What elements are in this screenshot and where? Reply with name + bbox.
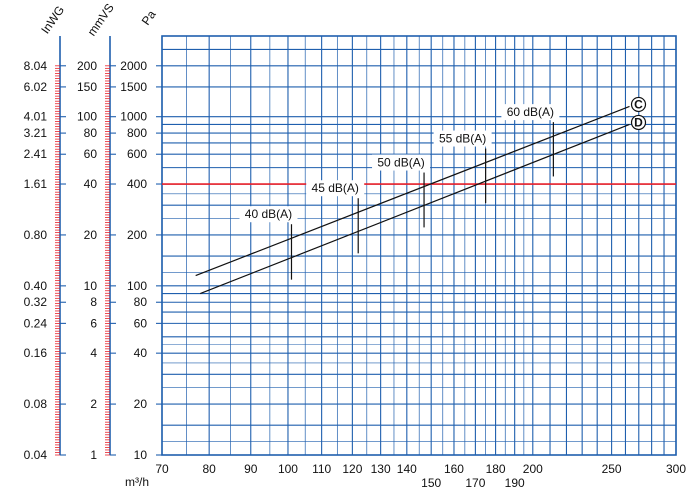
pa-unit-label: Pa [139, 7, 159, 27]
chart-curves: CD 40 dB(A) 45 dB(A) 50 dB(A) 55 dB(A) 60 dB(… [195, 96, 647, 295]
inwg-unit-label: InWG [38, 3, 67, 36]
series-line-d [200, 123, 630, 295]
pa-tick-label: 60 [134, 316, 148, 330]
x-tick-label: 130 [371, 462, 391, 476]
pa-tick-label: 800 [127, 126, 147, 140]
pressure-scales: 10 20 40 60 80 100 200 400 600 800 1000 1500 2000 1 2 4… [24, 1, 162, 462]
mmvs-tick-label: 80 [84, 126, 98, 140]
mmvs-tick-label: 40 [84, 177, 98, 191]
pa-tick-label: 2000 [120, 59, 147, 73]
inwg-tick-label: 0.32 [24, 295, 48, 309]
mmvs-tick-label: 8 [90, 295, 97, 309]
mmvs-tick-label: 1 [90, 448, 97, 462]
pa-tick-label: 200 [127, 228, 147, 242]
inwg-tick-label: 4.01 [24, 110, 48, 124]
inwg-tick-label: 0.24 [24, 316, 48, 330]
noise-label-bg [306, 180, 365, 197]
mmvs-tick-label: 150 [77, 80, 97, 94]
inwg-tick-label: 0.80 [24, 228, 48, 242]
x-tick-label: 300 [666, 462, 686, 476]
series-marker-c [630, 96, 647, 113]
series-line-c [195, 105, 630, 277]
noise-label-bg [372, 154, 431, 171]
pa-tick-label: 10 [134, 448, 148, 462]
inwg-tick-label: 3.21 [24, 126, 48, 140]
x-tick-label: 100 [278, 462, 298, 476]
mmvs-unit-label: mmVS [85, 1, 117, 39]
mmvs-tick-label: 10 [84, 279, 98, 293]
pa-tick-label: 20 [134, 397, 148, 411]
plot-frame [161, 35, 677, 456]
mmvs-tick-label: 4 [90, 346, 97, 360]
inwg-tick-label: 1.61 [24, 177, 48, 191]
mmvs-tick-label: 20 [84, 228, 98, 242]
x-tick-label: 140 [397, 462, 417, 476]
x-tick-label: 250 [602, 462, 622, 476]
x-tick-label: 190 [505, 476, 525, 490]
x-tick-label: 90 [244, 462, 258, 476]
x-tick-label: 160 [444, 462, 464, 476]
pa-tick-label: 1000 [120, 110, 147, 124]
noise-mark-label: 60 dB(A) [507, 105, 554, 119]
inwg-tick-label: 0.40 [24, 279, 48, 293]
x-tick-label: 70 [155, 462, 169, 476]
mmvs-tick-label: 60 [84, 147, 98, 161]
noise-label-bg [501, 104, 560, 121]
x-tick-label: 110 [312, 462, 331, 476]
x-unit-label: m³/h [125, 475, 149, 489]
pa-tick-label: 400 [127, 177, 147, 191]
chart-grid [161, 35, 677, 456]
mmvs-tick-label: 200 [77, 59, 97, 73]
mmvs-tick-label: 2 [90, 397, 97, 411]
x-tick-label: 80 [202, 462, 216, 476]
x-tick-label: 150 [421, 476, 441, 490]
series-label-c: C [634, 97, 643, 111]
pa-tick-label: 1500 [120, 80, 147, 94]
mmvs-tick-label: 100 [77, 110, 97, 124]
mmvs-tick-label: 6 [90, 316, 97, 330]
pa-tick-label: 40 [134, 346, 148, 360]
series-label-d: D [634, 115, 643, 129]
inwg-tick-label: 6.02 [24, 80, 48, 94]
inwg-tick-label: 0.16 [24, 346, 48, 360]
noise-label-bg [433, 130, 492, 147]
noise-label-bg [239, 206, 298, 223]
inwg-tick-label: 2.41 [24, 147, 48, 161]
x-tick-label: 120 [342, 462, 362, 476]
noise-mark-label: 55 dB(A) [439, 132, 486, 146]
x-tick-label: 180 [486, 462, 506, 476]
series-marker-d [630, 114, 647, 131]
x-tick-label: 200 [523, 462, 543, 476]
noise-mark-label: 40 dB(A) [245, 207, 292, 221]
inwg-tick-label: 0.08 [24, 397, 48, 411]
noise-mark-label: 45 dB(A) [312, 181, 359, 195]
noise-mark-label: 50 dB(A) [377, 156, 424, 170]
pa-tick-label: 80 [134, 295, 148, 309]
x-tick-label: 170 [465, 476, 485, 490]
pa-tick-label: 100 [127, 279, 147, 293]
inwg-tick-label: 0.04 [24, 448, 48, 462]
pa-tick-label: 600 [127, 147, 147, 161]
inwg-tick-label: 8.04 [24, 59, 48, 73]
